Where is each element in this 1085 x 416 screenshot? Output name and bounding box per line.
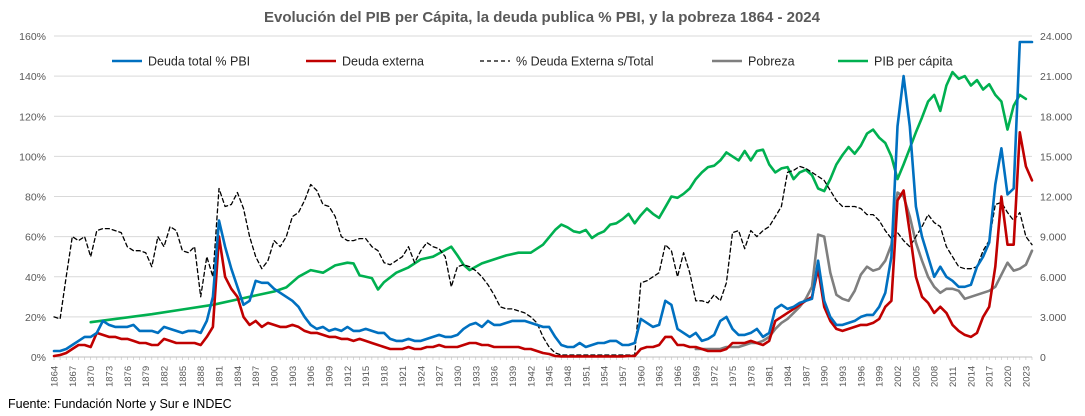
x-tick-label: 1891 [215,366,226,387]
x-tick-label: 1921 [398,366,409,387]
y-right-tick-label: 15.000 [1040,151,1072,163]
series-line--deuda-externa-s-total [53,165,1033,356]
x-tick-label: 2017 [985,366,996,387]
series-line-deuda-total-pbi [52,40,1034,353]
x-tick-label: 1870 [86,366,97,387]
x-tick-label: 1939 [508,366,519,387]
y-right-tick-label: 18.000 [1040,111,1072,123]
x-tick-label: 1915 [361,366,372,387]
y-left-tick-label: 0% [31,352,46,364]
x-tick-label: 1996 [856,366,867,387]
y-left-tick-label: 120% [19,111,46,123]
x-tick-label: 1882 [160,366,171,387]
x-tick-label: 1957 [618,366,629,387]
x-tick-label: 1969 [691,366,702,387]
y-right-tick-label: 3.000 [1040,312,1066,324]
x-tick-label: 2008 [930,366,941,387]
series-line-pib-per-c-pita [89,70,1028,324]
x-tick-label: 1966 [673,366,684,387]
chart-source: Fuente: Fundación Norte y Sur e INDEC [8,397,232,411]
y-left-tick-label: 40% [25,272,46,284]
x-tick-label: 1894 [233,366,244,387]
x-tick-label: 1912 [343,366,354,387]
x-tick-label: 1924 [416,366,427,387]
legend-label: Pobreza [748,55,795,69]
x-tick-label: 1978 [746,366,757,387]
y-left-tick-label: 160% [19,31,46,43]
x-tick-label: 1909 [325,366,336,387]
x-tick-label: 1984 [783,366,794,387]
x-tick-label: 1873 [105,366,116,387]
x-tick-label: 1972 [710,366,721,387]
x-tick-label: 1903 [288,366,299,387]
x-tick-label: 1936 [490,366,501,387]
x-tick-label: 1960 [636,366,647,387]
legend-label: % Deuda Externa s/Total [516,55,654,69]
x-tick-label: 1975 [728,366,739,387]
x-tick-label: 2023 [1021,366,1032,387]
y-left-tick-label: 80% [25,192,46,204]
x-tick-label: 1999 [875,366,886,387]
y-right-tick-label: 12.000 [1040,192,1072,204]
x-tick-label: 1987 [801,366,812,387]
x-tick-label: 1963 [655,366,666,387]
y-right-tick-label: 9.000 [1040,232,1066,244]
legend-label: Deuda externa [342,55,424,69]
x-tick-label: 1888 [196,366,207,387]
x-tick-label: 1897 [251,366,262,387]
x-tick-label: 1876 [123,366,134,387]
y-right-tick-label: 0 [1040,352,1046,364]
series-line-pobreza [694,191,1034,351]
x-tick-label: 1864 [50,366,61,387]
x-tick-label: 2005 [911,366,922,387]
x-tick-label: 1930 [453,366,464,387]
x-tick-label: 2014 [966,366,977,387]
x-tick-label: 1948 [563,366,574,387]
x-tick-label: 1981 [765,366,776,387]
x-tick-label: 2011 [948,367,959,387]
x-tick-label: 1993 [838,366,849,387]
y-right-tick-label: 6.000 [1040,272,1066,284]
series-line-deuda-externa [52,131,1034,358]
x-tick-label: 1906 [306,366,317,387]
legend-label: PIB per cápita [874,55,953,69]
x-tick-label: 1900 [270,366,281,387]
x-tick-label: 1927 [435,366,446,387]
x-tick-label: 1879 [141,366,152,387]
x-tick-label: 1885 [178,366,189,387]
y-left-tick-label: 140% [19,71,46,83]
chart-title: Evolución del PIB per Cápita, la deuda p… [264,9,821,26]
x-tick-label: 1867 [68,366,79,387]
x-tick-label: 1990 [820,366,831,387]
x-tick-label: 1945 [545,366,556,387]
x-tick-label: 2002 [893,366,904,387]
x-tick-label: 1951 [581,366,592,387]
x-tick-label: 1942 [526,366,537,387]
y-left-tick-label: 20% [25,312,46,324]
x-tick-label: 2020 [1003,366,1014,387]
x-tick-label: 1954 [600,366,611,387]
x-tick-label: 1918 [380,366,391,387]
legend-label: Deuda total % PBI [148,55,250,69]
y-right-tick-label: 21.000 [1040,71,1072,83]
y-left-tick-label: 100% [19,151,46,163]
y-left-tick-label: 60% [25,232,46,244]
y-right-tick-label: 24.000 [1040,31,1072,43]
x-tick-label: 1933 [471,366,482,387]
